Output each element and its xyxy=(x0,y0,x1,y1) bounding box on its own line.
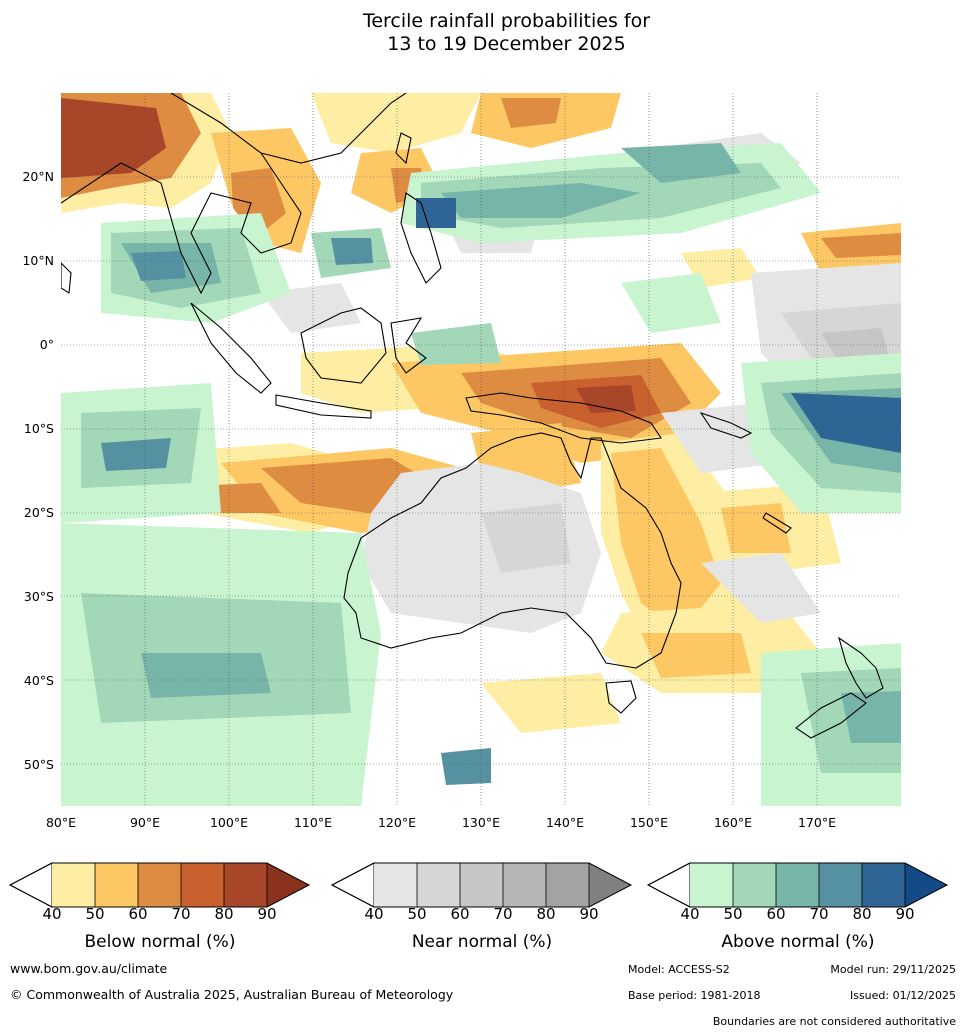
below-tick: 40 xyxy=(42,905,62,923)
below-tick: 90 xyxy=(257,905,277,923)
above-colorbar-box xyxy=(690,863,733,907)
new-caledonia-coastline xyxy=(762,512,792,534)
new-zealand-south-coastline xyxy=(795,692,867,739)
issued-date: Issued: 01/12/2025 xyxy=(849,989,956,1002)
borneo-coastline xyxy=(300,307,387,384)
australia-coastline xyxy=(343,432,682,669)
map-canvas xyxy=(61,93,901,806)
above-tick: 90 xyxy=(895,905,915,923)
china-coastline xyxy=(260,93,407,164)
title-line-1: Tercile rainfall probabilities for xyxy=(362,10,651,32)
lon-label-140e: 140°E xyxy=(545,815,584,830)
near-colorbar-box xyxy=(460,863,503,907)
above-colorbar-upper-extension xyxy=(905,863,947,907)
below-colorbar-box xyxy=(181,863,224,907)
near-normal-colorbar xyxy=(330,862,633,912)
base-period: Base period: 1981-2018 xyxy=(628,989,761,1002)
lat-label-20s: 20°S xyxy=(23,505,54,520)
above-tick: 50 xyxy=(723,905,743,923)
model-run: Model run: 29/11/2025 xyxy=(830,963,956,976)
near-tick: 50 xyxy=(407,905,427,923)
below-colorbar-upper-extension xyxy=(267,863,309,907)
probability-map xyxy=(61,93,901,806)
below-colorbar-box xyxy=(95,863,138,907)
lon-label-150e: 150°E xyxy=(629,815,668,830)
below-normal-label: Below normal (%) xyxy=(84,932,236,952)
lon-label-130e: 130°E xyxy=(461,815,500,830)
above-normal-regions xyxy=(61,143,901,806)
lon-label-110e: 110°E xyxy=(293,815,332,830)
copyright-text: © Commonwealth of Australia 2025, Austra… xyxy=(10,987,454,1002)
below-colorbar-box xyxy=(224,863,267,907)
above-normal-label: Above normal (%) xyxy=(721,932,875,952)
taiwan-coastline xyxy=(395,132,412,165)
lon-label-100e: 100°E xyxy=(209,815,248,830)
below-colorbar-lower-extension xyxy=(8,862,53,908)
below-normal-colorbar xyxy=(8,862,311,912)
near-normal-label: Near normal (%) xyxy=(411,932,553,952)
lat-label-0: 0° xyxy=(39,337,54,352)
above-colorbar-box xyxy=(733,863,776,907)
title-line-2: 13 to 19 December 2025 xyxy=(387,33,626,55)
above-normal-colorbar xyxy=(646,862,949,912)
java-coastline xyxy=(275,394,372,419)
below-tick: 80 xyxy=(214,905,234,923)
above-colorbar-box xyxy=(819,863,862,907)
model-name: Model: ACCESS-S2 xyxy=(628,963,730,976)
below-colorbar-box xyxy=(138,863,181,907)
lon-label-160e: 160°E xyxy=(713,815,752,830)
philippines-coastline xyxy=(400,192,442,284)
boundaries-disclaimer: Boundaries are not considered authoritat… xyxy=(712,1015,956,1028)
near-tick: 60 xyxy=(450,905,470,923)
new-guinea-coastline xyxy=(465,392,662,444)
near-tick: 80 xyxy=(536,905,556,923)
website-link[interactable]: www.bom.gov.au/climate xyxy=(10,961,168,976)
near-colorbar-box xyxy=(546,863,589,907)
above-tick: 60 xyxy=(766,905,786,923)
above-colorbar-lower-extension xyxy=(646,862,691,908)
sumatra-coastline xyxy=(190,302,272,394)
gridlines xyxy=(61,93,901,806)
map-title: Tercile rainfall probabilities for 13 to… xyxy=(0,10,965,56)
above-colorbar-box xyxy=(776,863,819,907)
lon-label-170e: 170°E xyxy=(797,815,836,830)
near-colorbar-upper-extension xyxy=(589,863,631,907)
sri-lanka-coastline xyxy=(61,262,72,294)
above-colorbar-box xyxy=(862,863,905,907)
near-tick: 40 xyxy=(364,905,384,923)
new-zealand-north-coastline xyxy=(838,636,884,699)
lon-label-90e: 90°E xyxy=(129,815,161,830)
near-colorbar-box xyxy=(374,863,417,907)
lon-label-120e: 120°E xyxy=(377,815,416,830)
near-colorbar-box xyxy=(417,863,460,907)
below-tick: 60 xyxy=(128,905,148,923)
lat-label-10n: 10°N xyxy=(22,253,54,268)
lat-label-50s: 50°S xyxy=(23,757,54,772)
lat-label-20n: 20°N xyxy=(22,169,54,184)
lat-label-30s: 30°S xyxy=(23,589,54,604)
solomon-islands-coastline xyxy=(699,411,753,439)
sulawesi-coastline xyxy=(390,317,427,374)
lat-label-10s: 10°S xyxy=(23,421,54,436)
below-tick: 50 xyxy=(85,905,105,923)
below-tick: 70 xyxy=(171,905,191,923)
near-colorbar-box xyxy=(503,863,546,907)
above-tick: 80 xyxy=(852,905,872,923)
near-colorbar-lower-extension xyxy=(330,862,375,908)
near-tick: 70 xyxy=(493,905,513,923)
coastlines xyxy=(61,93,884,739)
below-colorbar-box xyxy=(52,863,95,907)
near-tick: 90 xyxy=(579,905,599,923)
indochina-coastline xyxy=(61,93,302,295)
lon-label-80e: 80°E xyxy=(45,815,77,830)
tasmania-coastline xyxy=(605,680,637,714)
above-tick: 40 xyxy=(680,905,700,923)
lat-label-40s: 40°S xyxy=(23,673,54,688)
above-tick: 70 xyxy=(809,905,829,923)
